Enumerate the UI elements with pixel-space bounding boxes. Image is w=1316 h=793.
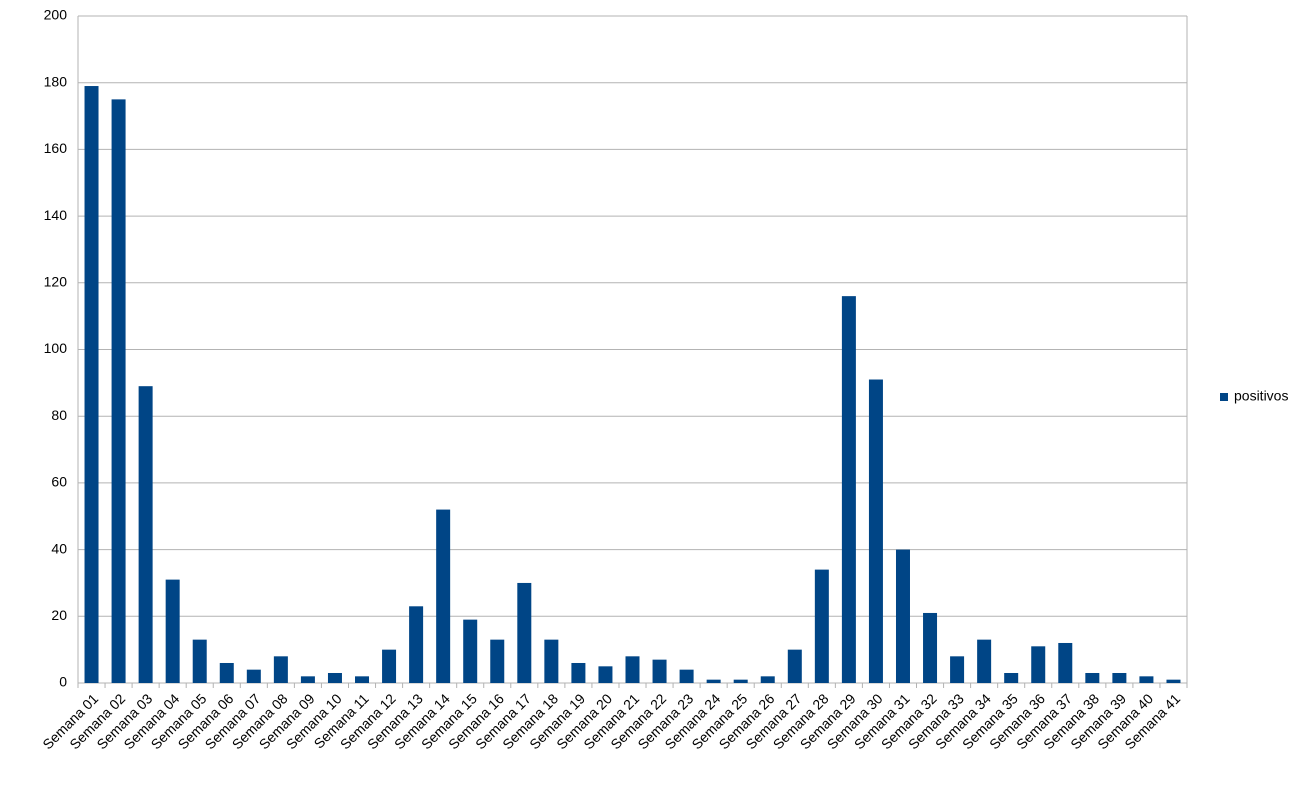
bar <box>490 639 505 683</box>
bar <box>517 582 532 683</box>
bar <box>219 662 234 683</box>
bar <box>355 676 370 683</box>
bar <box>923 612 938 683</box>
bar <box>1139 676 1154 683</box>
legend-label: positivos <box>1234 388 1288 404</box>
bar <box>977 639 992 683</box>
bar <box>192 639 207 683</box>
bar <box>84 86 99 683</box>
bar <box>760 676 775 683</box>
bar <box>652 659 667 683</box>
bar <box>1031 646 1046 683</box>
y-tick-label: 20 <box>51 607 67 623</box>
bar <box>625 656 640 683</box>
bar <box>841 296 856 683</box>
bar <box>382 649 397 683</box>
y-tick-label: 200 <box>44 7 68 23</box>
bar <box>409 606 424 683</box>
bar <box>895 549 910 683</box>
y-tick-label: 140 <box>44 207 68 223</box>
y-tick-label: 180 <box>44 73 68 89</box>
bar <box>138 386 153 683</box>
bar <box>1166 679 1181 683</box>
y-tick-label: 160 <box>44 140 68 156</box>
bar <box>300 676 315 683</box>
bar <box>1112 672 1127 683</box>
y-tick-label: 80 <box>51 407 67 423</box>
bar <box>273 656 288 683</box>
bar <box>246 669 261 683</box>
bar <box>787 649 802 683</box>
bar <box>950 656 965 683</box>
bar <box>733 679 748 683</box>
y-tick-label: 100 <box>44 340 68 356</box>
bar <box>706 679 721 683</box>
bar <box>463 619 478 683</box>
bar <box>571 662 586 683</box>
bar <box>1085 672 1100 683</box>
bar <box>165 579 180 683</box>
y-tick-label: 120 <box>44 274 68 290</box>
bar <box>679 669 694 683</box>
bar <box>327 672 342 683</box>
bar <box>111 99 126 683</box>
bar <box>436 509 451 683</box>
bar <box>598 666 613 683</box>
y-tick-label: 40 <box>51 540 67 556</box>
y-tick-label: 0 <box>59 674 67 690</box>
bar <box>1058 642 1073 683</box>
bar <box>868 379 883 683</box>
bar <box>544 639 559 683</box>
bar <box>814 569 829 683</box>
legend-swatch <box>1220 393 1228 401</box>
y-tick-label: 60 <box>51 474 67 490</box>
bar <box>1004 672 1019 683</box>
